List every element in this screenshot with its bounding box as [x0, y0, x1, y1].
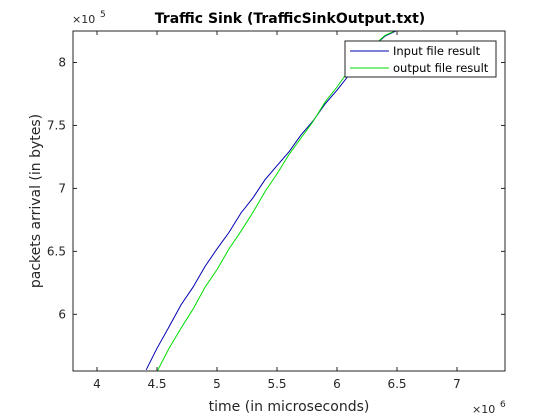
y-axis-label: packets arrival (in bytes) [28, 114, 44, 288]
x-multiplier-exponent: 6 [500, 400, 506, 410]
plot-area-border [72, 30, 506, 372]
chart-title: Traffic Sink (TrafficSinkOutput.txt) [155, 11, 425, 27]
x-multiplier-base: ×10 [472, 403, 495, 416]
legend-label-input: Input file result [393, 44, 481, 58]
y-tick-label: 7.5 [47, 118, 66, 132]
legend: Input file result output file result [344, 40, 497, 78]
x-tick-label: 4.5 [147, 377, 166, 391]
legend-label-output: output file result [393, 61, 489, 75]
y-tick-label: 6 [58, 307, 66, 321]
y-multiplier-exponent: 5 [100, 10, 106, 20]
y-tick-label: 8 [58, 55, 66, 69]
y-multiplier-base: ×10 [72, 13, 95, 26]
x-tick-label: 6 [333, 377, 341, 391]
y-tick-label: 7 [58, 181, 66, 195]
x-axis-label: time (in microseconds) [209, 399, 370, 415]
legend-box [344, 40, 497, 78]
x-tick-label: 7 [453, 377, 461, 391]
x-tick-label: 4 [93, 377, 101, 391]
x-tick-label: 5.5 [267, 377, 286, 391]
x-tick-label: 5 [213, 377, 221, 391]
y-tick-label: 6.5 [47, 244, 66, 258]
x-tick-label: 6.5 [387, 377, 406, 391]
